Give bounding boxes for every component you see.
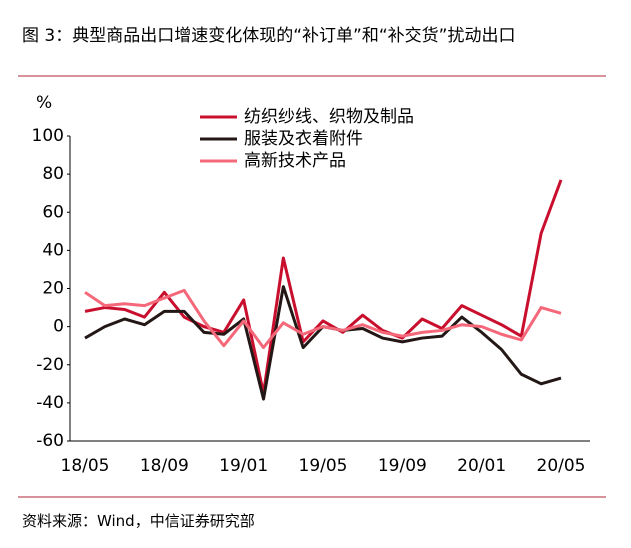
legend-label: 服装及衣着附件 <box>244 129 363 149</box>
legend-label: 纺织纱线、织物及制品 <box>244 107 414 127</box>
y-tick-label: -60 <box>36 431 64 451</box>
y-tick-label: 80 <box>42 164 64 184</box>
y-tick-label: 40 <box>42 240 64 260</box>
y-tick-label: 100 <box>32 126 64 146</box>
y-tick-label: 60 <box>42 202 64 222</box>
y-tick-label: 20 <box>42 279 64 299</box>
x-tick-label: 20/01 <box>457 456 506 476</box>
series-line <box>84 179 563 395</box>
x-tick-label: 18/05 <box>61 456 110 476</box>
legend-label: 高新技术产品 <box>244 151 346 171</box>
series-line <box>84 288 562 350</box>
source: 资料来源：Wind，中信证券研究部 <box>22 512 255 530</box>
y-tick-label: -20 <box>36 355 64 375</box>
x-tick-label: 19/05 <box>299 456 348 476</box>
y-tick-label: -40 <box>36 393 64 413</box>
chart-title: 图 3：典型商品出口增速变化体现的“补订单”和“补交货”扰动出口 <box>22 26 516 46</box>
x-tick-label: 19/01 <box>219 456 268 476</box>
y-axis-label: % <box>36 93 52 113</box>
y-tick-label: 0 <box>53 317 64 337</box>
x-tick-label: 20/05 <box>537 456 586 476</box>
x-tick-label: 18/09 <box>140 456 189 476</box>
x-tick-label: 19/09 <box>378 456 427 476</box>
